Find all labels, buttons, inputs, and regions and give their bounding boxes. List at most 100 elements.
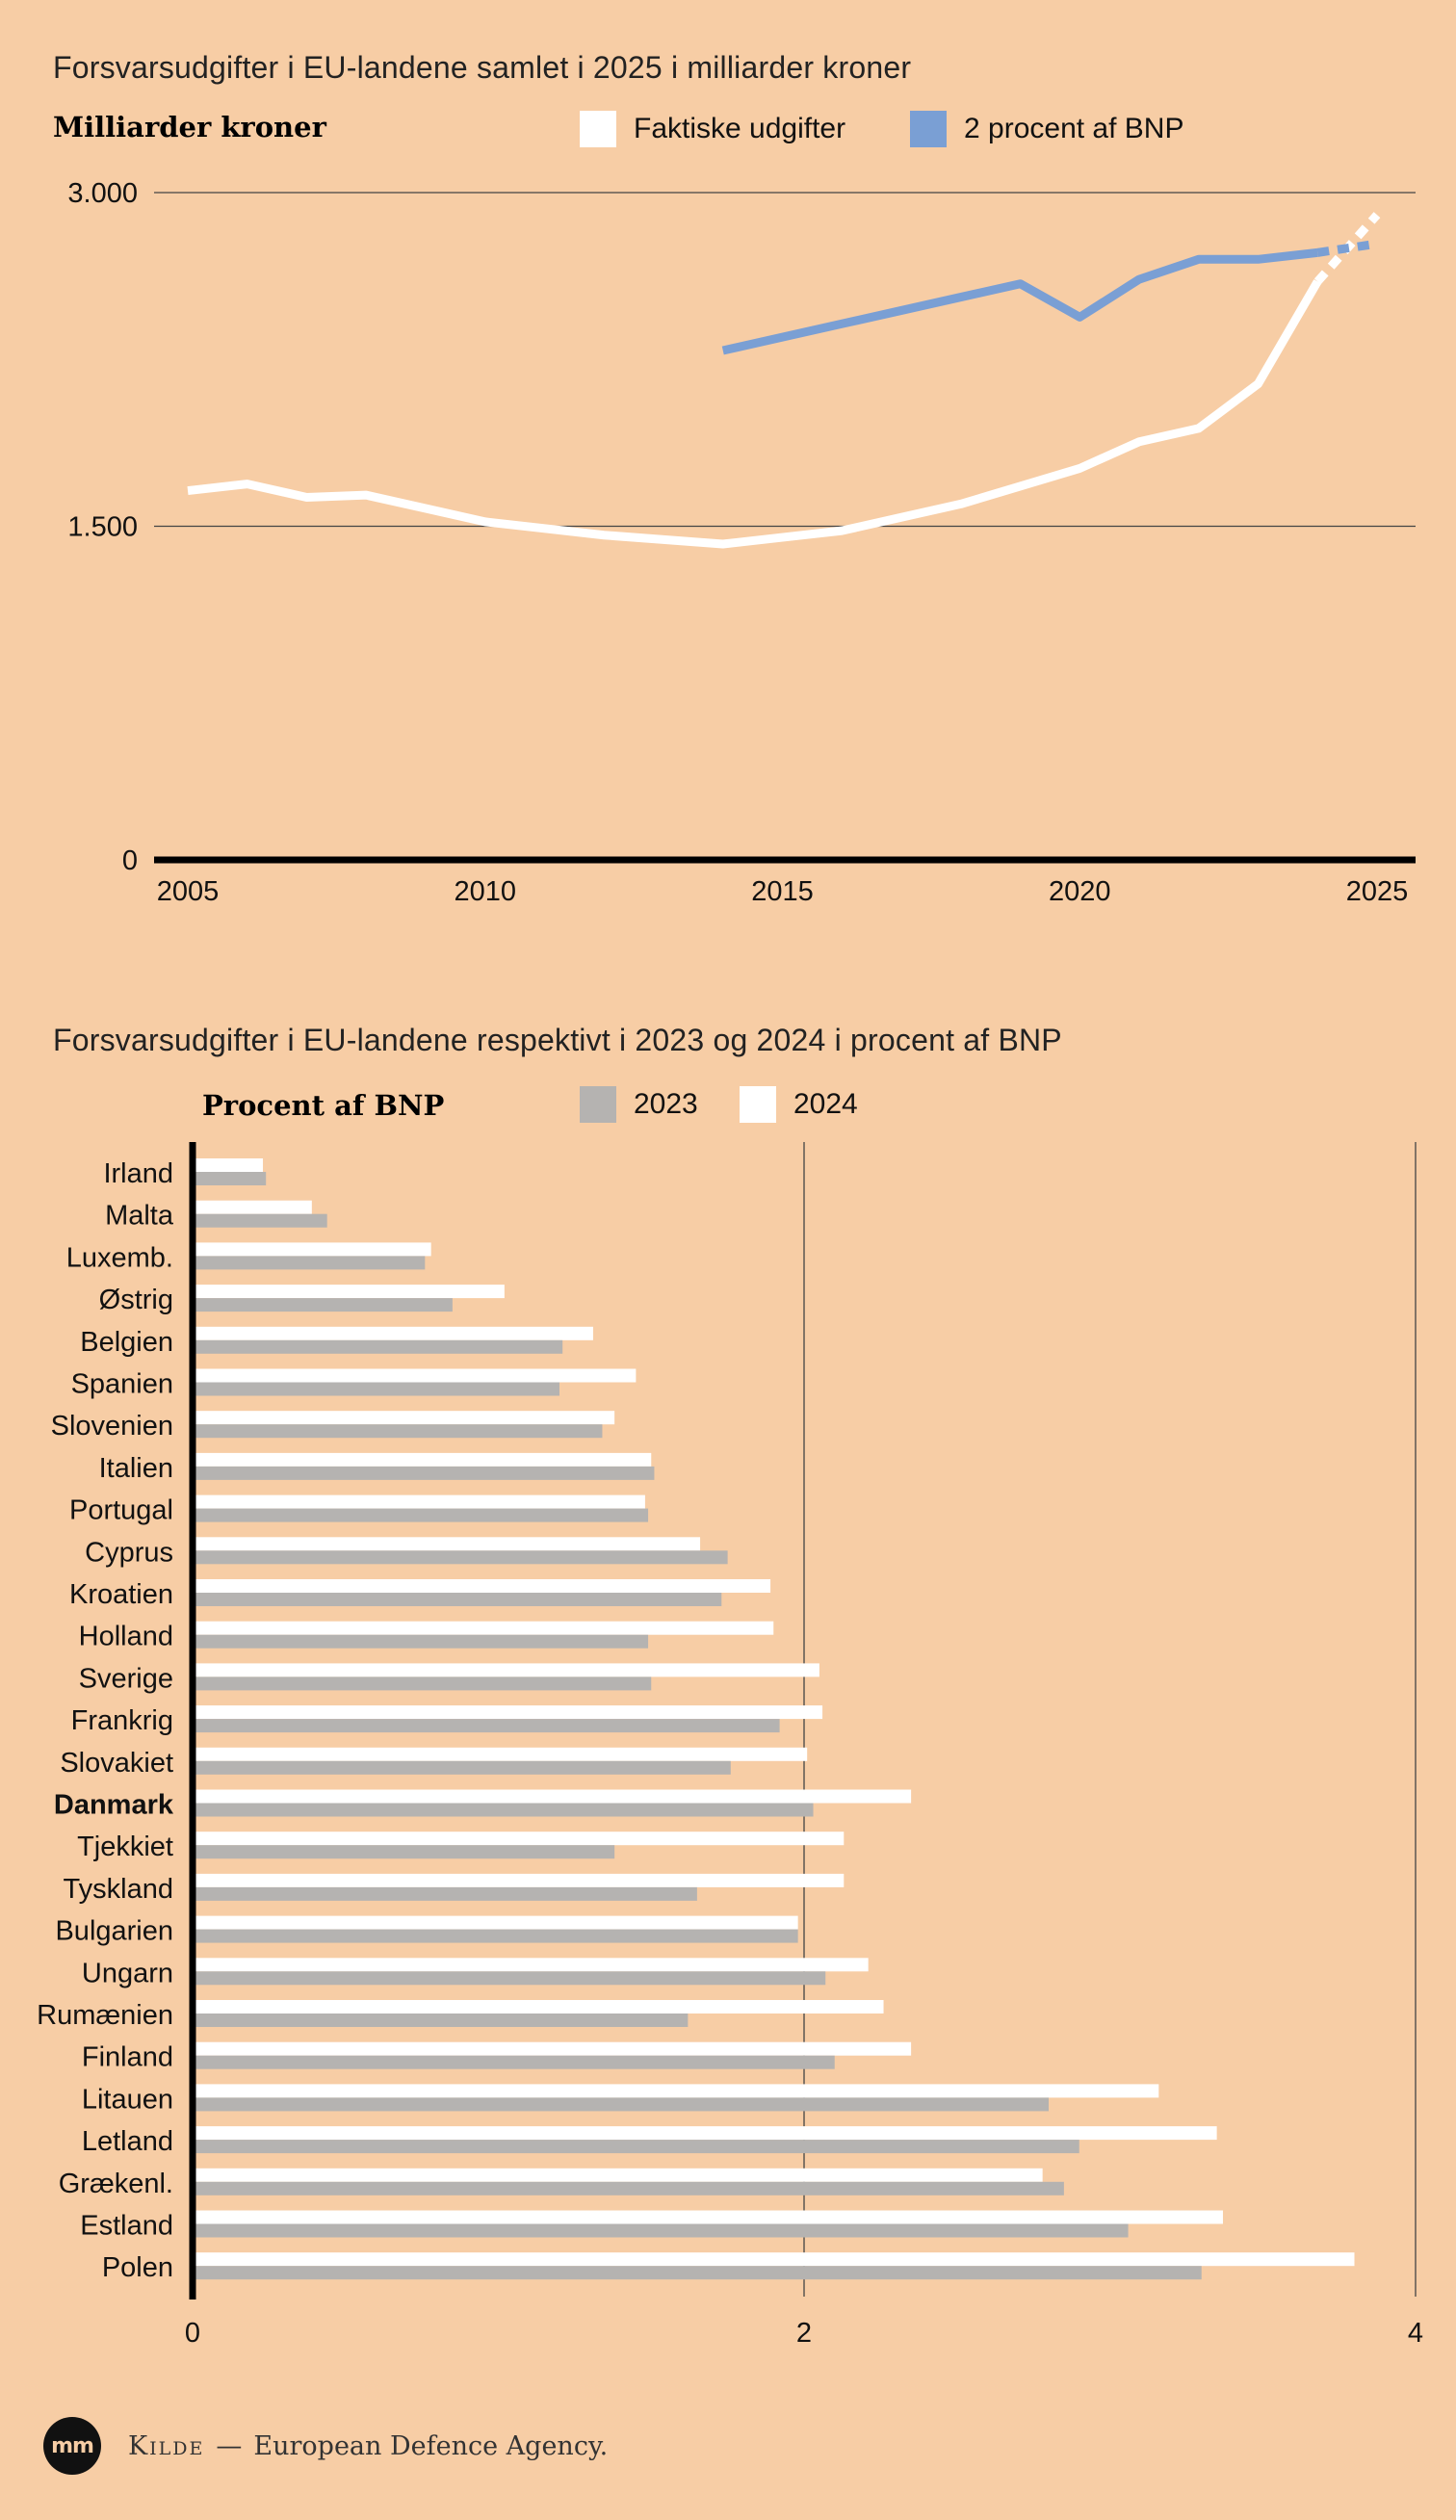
legend-2023: 2023 [580,1086,698,1123]
x-tick-label: 2015 [751,876,814,907]
bar-2023 [193,1719,780,1733]
bar-2023 [193,1803,814,1817]
bar-2023 [193,2097,1049,2112]
bar-2023 [193,1593,722,1606]
country-label: Irland [103,1158,173,1189]
country-label: Portugal [69,1495,173,1526]
bar-2023 [193,2181,1064,2195]
y-tick-label: 1.500 [67,512,138,543]
bar-2024 [193,2000,884,2013]
bar-2024 [193,1242,431,1257]
country-label: Tjekkiet [77,1832,173,1862]
legend-target: 2 procent af BNP [910,111,1183,147]
country-label: Finland [82,2042,173,2073]
x-tick-label: 2005 [157,876,220,907]
country-label: Holland [79,1622,173,1652]
country-label: Ungarn [82,1958,173,1988]
source-text: European Defence Agency. [253,2430,609,2461]
bar-2023 [193,1508,649,1522]
line-chart-title: Forsvarsudgifter i EU-landene samlet i 2… [53,50,912,85]
bar-2024 [193,2041,912,2056]
legend-target-swatch [910,111,947,147]
country-label: Danmark [54,1790,174,1821]
bar-2023 [193,2013,689,2027]
bar-2024 [193,1285,505,1299]
legend-target-label: 2 procent af BNP [964,113,1184,144]
country-label: Estland [80,2211,173,2242]
bar-2023 [193,1382,559,1396]
bar-2024 [193,1368,637,1383]
country-label: Slovakiet [60,1748,173,1779]
country-label: Cyprus [85,1537,173,1568]
bar-chart: Irland Malta Luxemb. Østrig Belgien Spanien Sl… [37,1142,1423,2349]
bar-2024 [193,1326,593,1340]
bar-2023 [193,1256,426,1270]
legend-2023-swatch [580,1086,616,1123]
bar-2024 [193,1200,312,1214]
legend-actual-label: Faktiske udgifter [634,113,846,144]
bar-2023 [193,1172,267,1185]
bar-2023 [193,1424,603,1439]
bar-2024 [193,2084,1159,2098]
y-tick-label: 0 [122,845,138,876]
x-tick-label: 2020 [1049,876,1111,907]
country-label: Tyskland [64,1874,173,1905]
country-label: Letland [82,2126,173,2157]
bar-2023 [193,1845,615,1859]
bar-2024 [193,1789,912,1804]
country-label: Polen [102,2252,173,2283]
bar-2024 [193,1494,645,1509]
x-tick-label: 0 [185,2318,200,2349]
bar-2023 [193,1298,453,1312]
source-label: Kilde [128,2430,205,2461]
country-label: Italien [99,1453,173,1484]
country-label: Bulgarien [55,1916,173,1947]
country-label: Slovenien [51,1411,173,1442]
two-percent-gdp-line [721,247,1318,355]
actual-spending-line [187,279,1322,549]
bar-2023 [193,2223,1129,2238]
bar-2023 [193,1676,652,1691]
line-chart-unit-label: Milliarder kroner [53,111,326,143]
legend-2023-label: 2023 [634,1088,698,1120]
source-footer: mm Kilde — European Defence Agency. [43,2417,608,2475]
bar-2024 [193,1915,798,1930]
legend-actual-swatch [580,111,616,147]
bar-2023 [193,2266,1202,2280]
bar-2024 [193,2252,1355,2267]
country-label: Østrig [99,1285,173,1315]
legend-2024-swatch [740,1086,776,1123]
bar-2024 [193,1705,823,1720]
bar-chart-unit-label: Procent af BNP [202,1089,445,1122]
bar-2024 [193,1621,774,1635]
country-label: Sverige [79,1663,173,1694]
bar-2023 [193,1550,728,1565]
bar-2023 [193,1339,563,1354]
country-label: Kroatien [69,1579,173,1610]
bar-2024 [193,2210,1223,2224]
legend-2024-label: 2024 [793,1088,858,1120]
bar-2024 [193,1832,845,1846]
bar-2023 [193,1466,655,1480]
bar-chart-title: Forsvarsudgifter i EU-landene respektivt… [53,1023,1062,1057]
bar-2024 [193,1579,771,1593]
country-label: Litauen [82,2084,173,2115]
bar-2024 [193,1958,869,1972]
x-tick-label: 2010 [454,876,516,907]
bar-2023 [193,2140,1079,2154]
line-chart: 3.000 1.500 0 2005 2010 2015 2020 2025 [67,178,1416,907]
bar-2024 [193,1537,701,1551]
x-tick-label: 2 [796,2318,812,2349]
source-dash: — [216,2430,243,2461]
bar-2023 [193,1929,798,1943]
country-label: Grækenl. [59,2169,173,2199]
x-tick-label: 4 [1408,2318,1423,2349]
bar-2023 [193,1760,731,1775]
country-label: Spanien [71,1369,173,1400]
bar-2023 [193,2055,835,2069]
x-tick-label: 2025 [1346,876,1409,907]
country-label: Malta [105,1201,174,1232]
y-tick-label: 3.000 [67,178,138,209]
legend-actual: Faktiske udgifter [580,111,845,147]
bar-2024 [193,1411,615,1425]
